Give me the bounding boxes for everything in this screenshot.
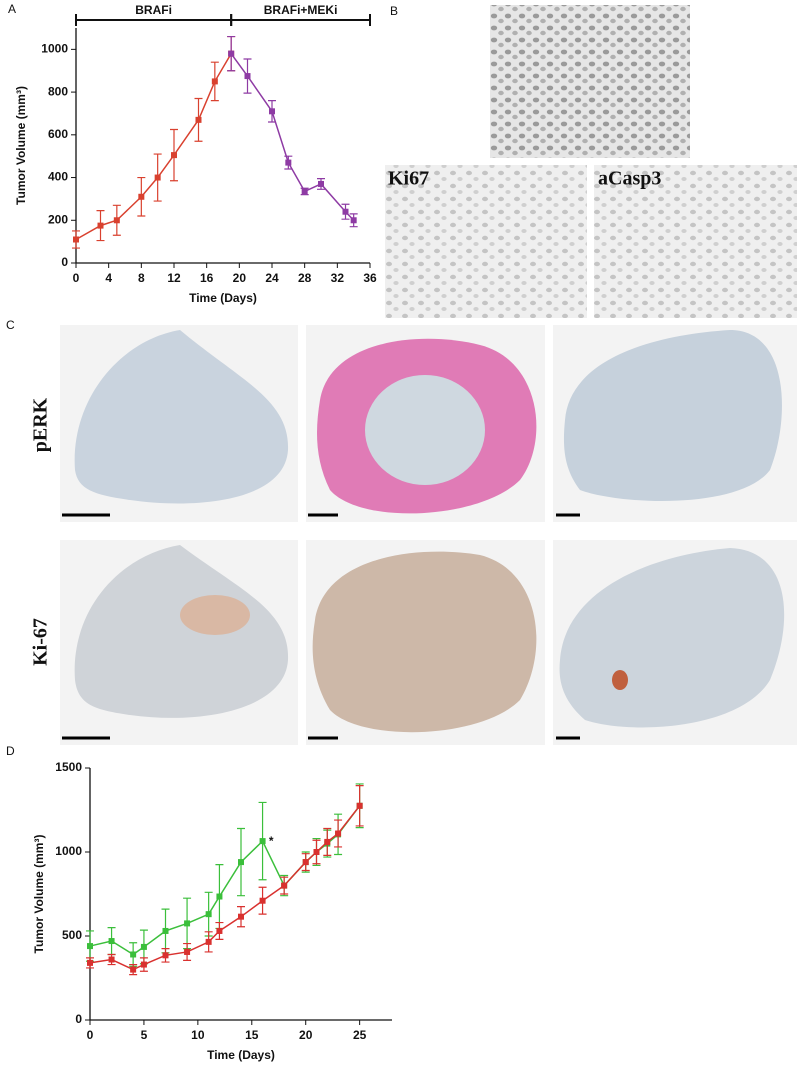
data-point <box>87 959 93 966</box>
data-point <box>238 859 244 866</box>
series-line <box>230 53 355 221</box>
data-point <box>130 951 137 958</box>
data-point <box>335 830 342 837</box>
data-point <box>216 893 223 900</box>
x-tick-label: 0 <box>87 1028 94 1042</box>
panel-label: A <box>8 2 16 16</box>
data-point <box>138 193 145 200</box>
data-point <box>259 838 266 845</box>
y-tick-label: 800 <box>48 84 68 98</box>
phase-label: BRAFi+MEKi <box>264 3 338 17</box>
y-tick-label: 0 <box>75 1012 82 1026</box>
row-label: Ki-67 <box>30 618 52 666</box>
panel-label: B <box>390 4 398 18</box>
panel-label: C <box>6 318 15 332</box>
y-tick-label: 600 <box>48 127 68 141</box>
data-point <box>356 802 363 809</box>
image-label: aCasp3 <box>598 168 661 190</box>
y-tick-label: 400 <box>48 170 68 184</box>
image-label: Ki67 <box>388 168 429 190</box>
x-tick-label: 32 <box>331 271 345 285</box>
y-axis-label: Tumor Volume (mm³) <box>32 835 46 954</box>
data-point <box>162 952 169 959</box>
x-axis-label: Time (Days) <box>189 291 257 305</box>
series-line <box>75 53 232 241</box>
micrograph <box>594 165 797 318</box>
data-point <box>195 116 202 123</box>
micrograph <box>385 165 587 318</box>
data-point <box>184 948 191 955</box>
x-tick-label: 5 <box>141 1028 148 1042</box>
x-tick-label: 20 <box>233 271 247 285</box>
y-tick-label: 0 <box>61 255 68 269</box>
data-point <box>205 911 212 918</box>
x-tick-label: 15 <box>245 1028 259 1042</box>
data-point <box>302 859 309 866</box>
data-point <box>184 920 191 927</box>
data-point <box>313 849 320 855</box>
phase-label: BRAFi <box>135 3 172 17</box>
data-point <box>97 222 104 229</box>
axis-line <box>75 28 370 264</box>
data-point <box>259 897 266 904</box>
series-line <box>89 805 361 971</box>
data-point <box>342 208 349 215</box>
data-point <box>228 50 235 57</box>
y-axis-label: Tumor Volume (mm³) <box>14 86 28 205</box>
panel-label: D <box>6 744 15 758</box>
data-point <box>140 961 147 968</box>
data-point <box>285 159 292 166</box>
data-point <box>140 943 147 950</box>
data-point <box>108 938 115 945</box>
data-point <box>87 943 93 950</box>
data-point <box>73 236 79 243</box>
x-tick-label: 8 <box>138 271 145 285</box>
x-tick-label: 36 <box>363 271 377 285</box>
data-point <box>238 913 244 920</box>
row-label: pERK <box>30 397 52 452</box>
data-point <box>171 152 177 159</box>
x-tick-label: 10 <box>191 1028 205 1042</box>
tissue-panels <box>60 325 797 745</box>
data-point <box>154 174 161 181</box>
annotation: * <box>269 834 274 848</box>
data-point <box>318 180 324 187</box>
data-point <box>301 188 308 195</box>
x-tick-label: 4 <box>105 271 112 285</box>
data-point <box>244 73 251 80</box>
x-axis-label: Time (Days) <box>207 1048 275 1062</box>
y-tick-label: 1500 <box>55 760 82 774</box>
y-tick-label: 500 <box>62 928 82 942</box>
data-point <box>281 882 288 889</box>
data-point <box>324 838 331 845</box>
x-tick-label: 24 <box>265 271 279 285</box>
series-line <box>89 805 361 956</box>
y-tick-label: 1000 <box>41 42 68 56</box>
data-point <box>211 78 218 85</box>
x-tick-label: 28 <box>298 271 312 285</box>
x-tick-label: 12 <box>167 271 181 285</box>
x-tick-label: 25 <box>353 1028 367 1042</box>
data-point <box>216 927 223 934</box>
micrograph <box>490 5 690 158</box>
x-tick-label: 0 <box>73 271 80 285</box>
data-point <box>269 108 275 115</box>
data-point <box>108 956 115 963</box>
y-tick-label: 1000 <box>55 844 82 858</box>
data-point <box>205 938 212 945</box>
y-tick-label: 200 <box>48 212 68 226</box>
data-point <box>350 217 357 224</box>
x-tick-label: 16 <box>200 271 214 285</box>
x-tick-label: 20 <box>299 1028 313 1042</box>
data-point <box>162 927 169 934</box>
data-point <box>130 966 137 973</box>
data-point <box>113 217 120 224</box>
